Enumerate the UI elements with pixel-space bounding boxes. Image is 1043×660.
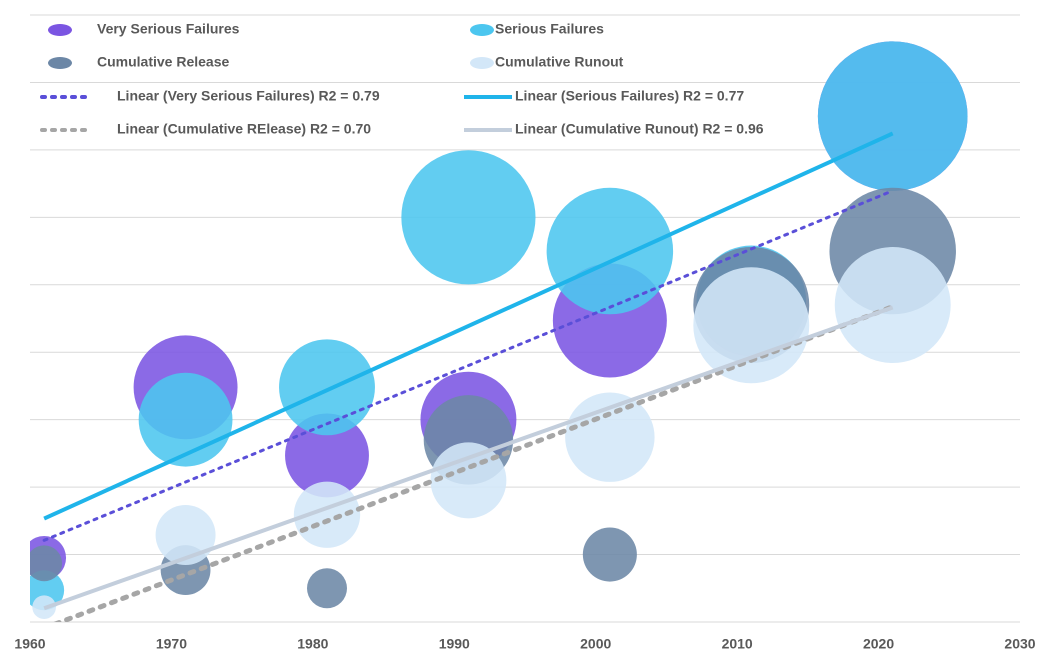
trendline	[43, 131, 894, 521]
legend-label: Cumulative Release	[97, 54, 229, 70]
legend-swatch	[48, 24, 72, 36]
x-tick-label: 2000	[580, 636, 611, 652]
x-tick-label: 2020	[863, 636, 894, 652]
bubble	[285, 413, 369, 498]
bubble	[430, 442, 507, 519]
legend-label: Linear (Very Serious Failures) R2 = 0.79	[117, 88, 380, 104]
bubble	[279, 339, 375, 436]
legend-label: Linear (Cumulative Runout) R2 = 0.96	[515, 121, 764, 137]
trendline	[53, 304, 896, 622]
trendline	[42, 189, 895, 542]
bubble	[693, 267, 810, 384]
x-tick-label: 1960	[14, 636, 45, 652]
trendline	[43, 305, 894, 611]
bubble	[307, 568, 347, 609]
x-tick-label: 1970	[156, 636, 187, 652]
legend-label: Cumulative Runout	[495, 54, 624, 70]
x-tick-label: 2030	[1004, 636, 1035, 652]
legend-label: Very Serious Failures	[97, 21, 240, 37]
legend-swatch	[48, 57, 72, 69]
bubble	[817, 41, 968, 191]
bubble	[30, 545, 63, 582]
legend-swatch	[470, 57, 494, 69]
legend-label: Serious Failures	[495, 21, 604, 37]
legend-label: Linear (Serious Failures) R2 = 0.77	[515, 88, 744, 104]
x-tick-label: 1980	[297, 636, 328, 652]
plot-area	[30, 41, 968, 622]
bubble	[293, 481, 361, 548]
x-tick-label: 2010	[722, 636, 753, 652]
x-tick-label: 1990	[439, 636, 470, 652]
bubble	[582, 527, 637, 582]
bubble	[546, 187, 674, 315]
bubble	[155, 504, 216, 565]
bubble	[401, 150, 536, 285]
bubble	[834, 247, 951, 363]
legend-swatch	[470, 24, 494, 36]
legend-label: Linear (Cumulative RElease) R2 = 0.70	[117, 121, 371, 137]
